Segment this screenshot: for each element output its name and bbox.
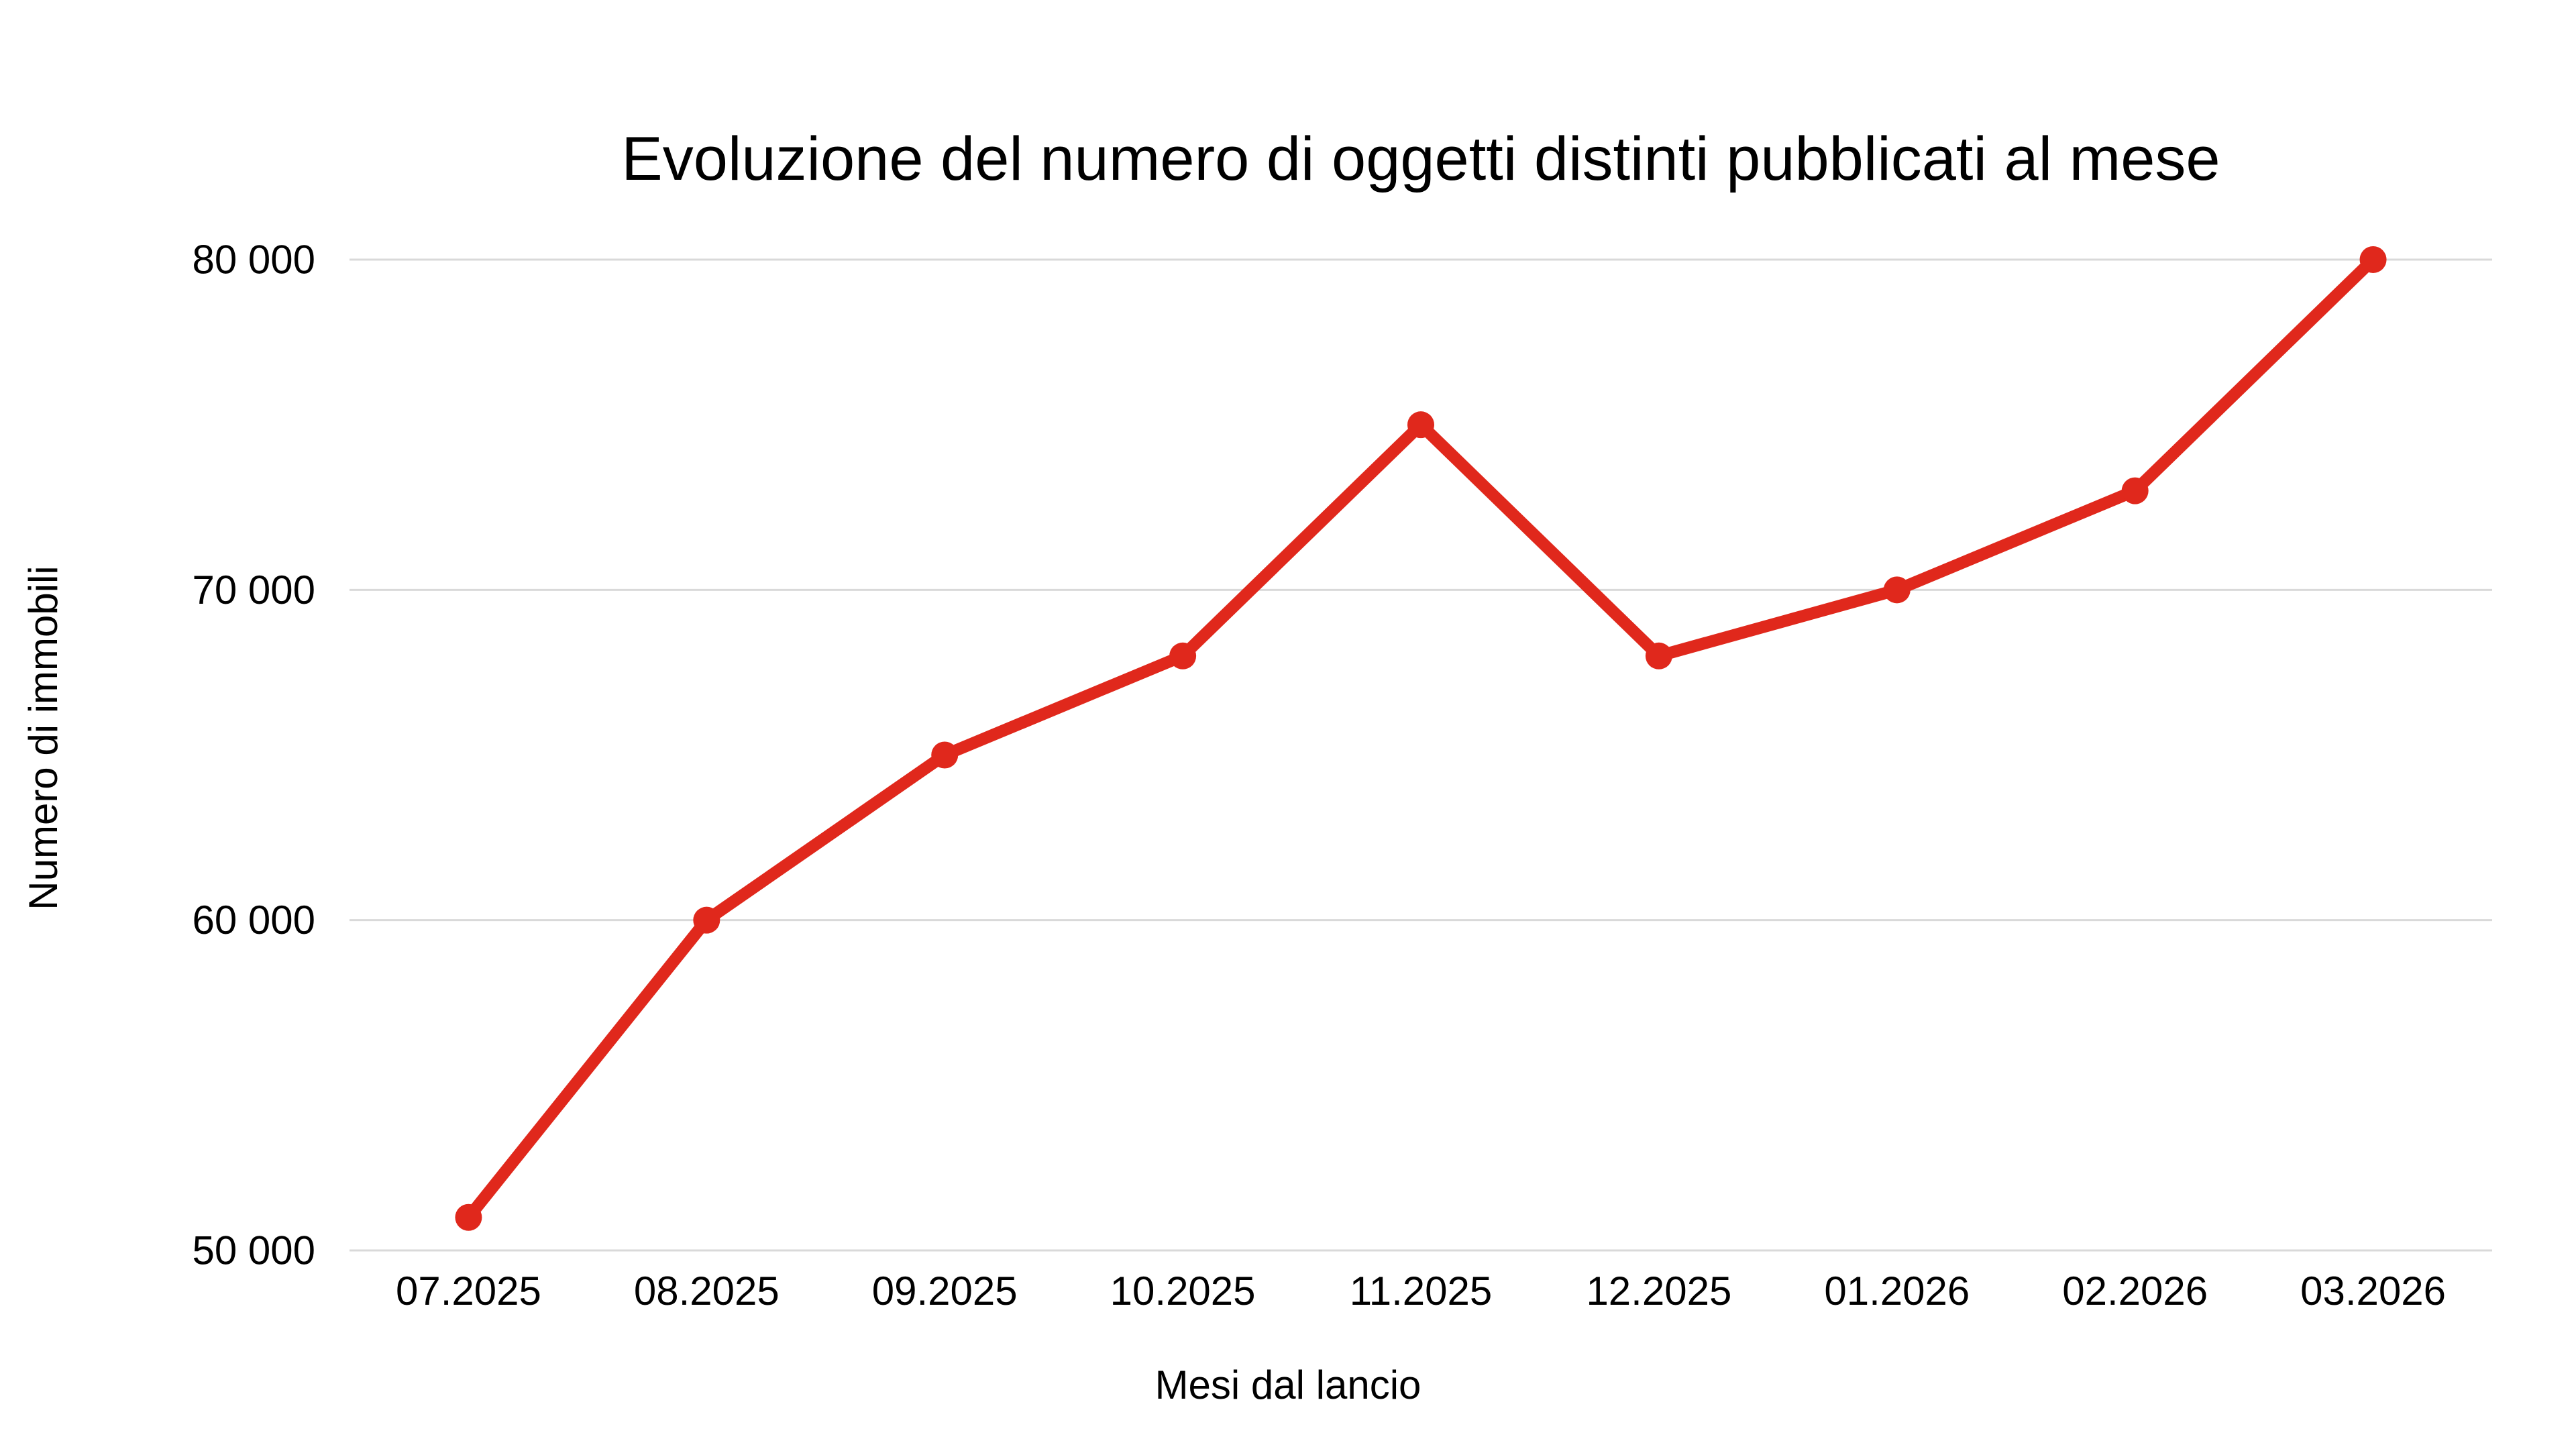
x-tick-label: 07.2025 [396,1269,541,1313]
data-point [1407,411,1434,439]
y-tick-label: 70 000 [192,568,315,612]
data-point [693,906,720,934]
x-tick-label: 11.2025 [1350,1269,1492,1313]
y-tick-label: 60 000 [192,898,315,943]
data-point [2359,246,2387,273]
x-tick-label: 03.2026 [2300,1269,2446,1313]
data-points [455,246,2387,1231]
data-point [455,1203,482,1231]
x-tick-label: 01.2026 [1824,1269,1970,1313]
data-point [1883,576,1911,604]
data-point [931,741,959,769]
x-axis-title: Mesi dal lancio [1155,1362,1421,1407]
chart-title: Evoluzione del numero di oggetti distint… [621,125,2220,193]
x-tick-label: 09.2025 [872,1269,1018,1313]
data-point [1645,642,1672,669]
x-tick-label: 02.2026 [2062,1269,2208,1313]
data-line [462,254,2379,1224]
x-tick-label: 08.2025 [634,1269,780,1313]
x-tick-label: 12.2025 [1586,1269,1731,1313]
gridlines [350,258,2492,1252]
y-tick-labels: 50 000 60 000 70 000 80 000 [192,237,315,1273]
y-axis-title: Numero di immobili [21,566,66,910]
data-point [1169,642,1197,669]
data-point [2121,477,2149,504]
x-tick-label: 10.2025 [1110,1269,1256,1313]
y-tick-label: 80 000 [192,237,315,282]
x-tick-labels: 07.2025 08.2025 09.2025 10.2025 11.2025 12.20… [396,1269,2446,1313]
y-tick-label: 50 000 [192,1228,315,1273]
